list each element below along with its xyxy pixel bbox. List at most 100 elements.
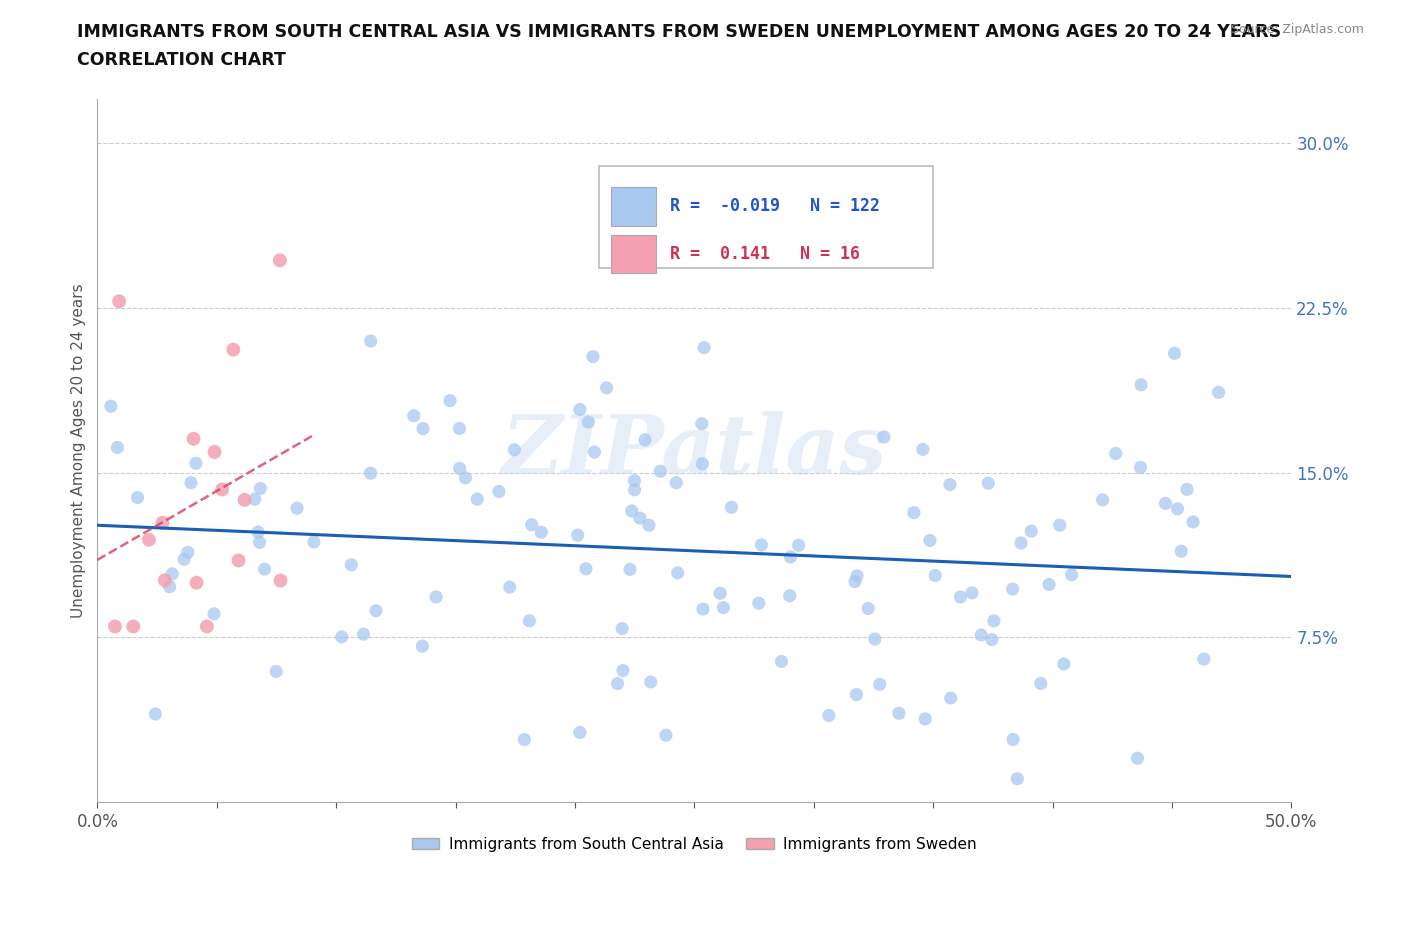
Point [184, 456, 207, 471]
Point [285, 500, 308, 515]
Point [873, 430, 896, 445]
Point [243, 492, 266, 507]
Point [162, 566, 184, 581]
Point [576, 415, 599, 430]
Point [177, 545, 200, 560]
Point [402, 408, 425, 423]
Point [330, 630, 353, 644]
Point [634, 432, 657, 447]
Point [970, 628, 993, 643]
Point [690, 417, 713, 432]
Point [665, 475, 688, 490]
Point [1154, 496, 1177, 511]
Point [520, 517, 543, 532]
Point [186, 576, 208, 591]
Point [568, 402, 591, 417]
Point [360, 466, 382, 481]
Point [353, 627, 375, 642]
Point [180, 475, 202, 490]
Point [666, 565, 689, 580]
Point [412, 421, 434, 436]
Point [228, 553, 250, 568]
Point [856, 601, 879, 616]
Point [1091, 492, 1114, 507]
Point [619, 562, 641, 577]
Point [340, 557, 363, 572]
Point [903, 505, 925, 520]
Point [713, 600, 735, 615]
Point [105, 440, 128, 455]
Point [1170, 544, 1192, 559]
Point [845, 687, 868, 702]
Point [1208, 385, 1230, 400]
Text: Source: ZipAtlas.com: Source: ZipAtlas.com [1230, 23, 1364, 36]
Point [503, 443, 526, 458]
Point [779, 550, 801, 565]
Point [620, 503, 643, 518]
Point [1038, 577, 1060, 591]
Point [159, 579, 181, 594]
Point [498, 579, 520, 594]
Text: IMMIGRANTS FROM SOUTH CENTRAL ASIA VS IMMIGRANTS FROM SWEDEN UNEMPLOYMENT AMONG : IMMIGRANTS FROM SOUTH CENTRAL ASIA VS IM… [77, 23, 1281, 41]
Point [233, 492, 256, 507]
Point [127, 490, 149, 505]
Point [425, 590, 447, 604]
Point [364, 604, 387, 618]
FancyBboxPatch shape [610, 234, 657, 273]
Point [650, 464, 672, 479]
Point [1105, 446, 1128, 461]
Text: R =  -0.019   N = 122: R = -0.019 N = 122 [671, 197, 880, 215]
Y-axis label: Unemployment Among Ages 20 to 24 years: Unemployment Among Ages 20 to 24 years [72, 284, 86, 618]
Point [1002, 732, 1025, 747]
Point [939, 691, 962, 706]
Point [513, 732, 536, 747]
Point [818, 708, 841, 723]
Point [204, 445, 226, 459]
Point [693, 340, 716, 355]
Point [583, 445, 606, 459]
Point [612, 663, 634, 678]
Point [1007, 771, 1029, 786]
Point [623, 473, 645, 488]
Point [595, 380, 617, 395]
Point [692, 602, 714, 617]
Point [911, 442, 934, 457]
Point [449, 421, 471, 436]
Point [173, 551, 195, 566]
Point [122, 619, 145, 634]
Point [1126, 751, 1149, 765]
Point [519, 614, 541, 629]
Point [138, 532, 160, 547]
Point [530, 525, 553, 539]
Point [449, 461, 471, 476]
Point [253, 562, 276, 577]
Point [145, 707, 167, 722]
Point [787, 538, 810, 552]
Point [247, 525, 270, 539]
Point [846, 568, 869, 583]
Point [949, 590, 972, 604]
Point [720, 500, 742, 515]
Point [779, 589, 801, 604]
Point [655, 728, 678, 743]
Point [202, 606, 225, 621]
Point [977, 476, 1000, 491]
Point [108, 294, 131, 309]
Point [1129, 460, 1152, 475]
Point [1029, 676, 1052, 691]
Point [568, 725, 591, 740]
Point [610, 621, 633, 636]
Point [770, 654, 793, 669]
Point [104, 619, 127, 634]
Point [270, 573, 292, 588]
Point [640, 674, 662, 689]
Point [360, 334, 382, 349]
Point [582, 349, 605, 364]
Point [222, 342, 245, 357]
Point [153, 573, 176, 588]
Point [465, 492, 488, 507]
Point [983, 614, 1005, 629]
Point [628, 511, 651, 525]
Point [1060, 567, 1083, 582]
Point [924, 568, 946, 583]
